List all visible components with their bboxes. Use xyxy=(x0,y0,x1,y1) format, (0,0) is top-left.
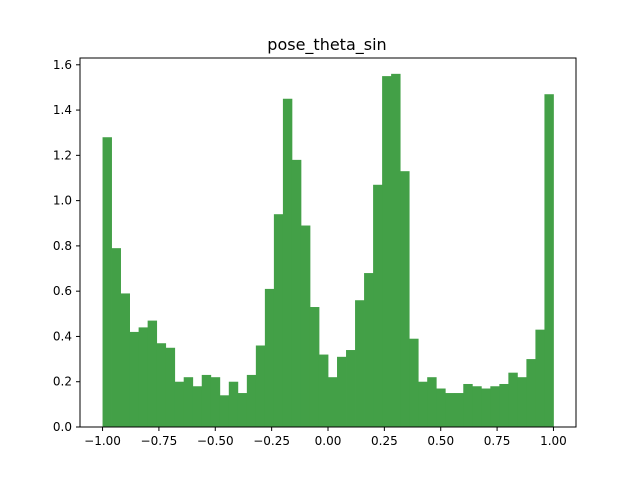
histogram-bar xyxy=(192,386,203,427)
histogram-bar xyxy=(138,327,149,427)
plot-frame xyxy=(79,57,577,428)
histogram-bar xyxy=(201,374,212,427)
histogram-bar xyxy=(400,171,410,427)
histogram-bar xyxy=(373,184,383,427)
histogram-bar xyxy=(463,383,473,427)
x-tick-label: −0.75 xyxy=(141,434,178,448)
histogram-bar xyxy=(364,273,374,427)
histogram-bar xyxy=(129,331,140,427)
x-tick-label: −1.00 xyxy=(84,434,121,448)
x-tick-label: 0.25 xyxy=(371,434,398,448)
histogram-bar xyxy=(481,388,491,427)
x-tick-label: 0.50 xyxy=(427,434,454,448)
histogram-bar xyxy=(346,350,356,427)
histogram-bar xyxy=(291,159,302,428)
histogram-bar xyxy=(337,356,347,427)
histogram-bar xyxy=(210,377,221,427)
histogram-bar xyxy=(264,288,275,427)
histogram-bar xyxy=(318,354,329,427)
histogram-bar xyxy=(418,381,428,427)
histogram-bar xyxy=(102,137,112,427)
histogram-bar xyxy=(535,329,545,427)
histogram-bar xyxy=(454,393,464,427)
histogram-bar xyxy=(427,377,437,427)
histogram-bar xyxy=(246,374,257,427)
histogram-bar xyxy=(445,393,455,427)
y-tick-label: 0.4 xyxy=(53,329,72,343)
y-tick-label: 1.4 xyxy=(53,103,72,117)
histogram-bar xyxy=(165,347,176,427)
histogram-bar xyxy=(219,395,230,427)
histogram-bar xyxy=(382,76,392,428)
histogram-bar xyxy=(255,345,266,427)
histogram-bar xyxy=(544,94,554,427)
histogram-bar xyxy=(174,381,185,427)
x-tick-label: −0.25 xyxy=(253,434,290,448)
x-tick-label: 0.75 xyxy=(484,434,511,448)
histogram-bar xyxy=(436,388,446,427)
histogram-bar xyxy=(273,214,284,427)
histogram-bar xyxy=(228,381,239,427)
x-tick-label: 1.00 xyxy=(540,434,567,448)
histogram-bar xyxy=(147,320,158,427)
y-tick-label: 0.0 xyxy=(53,420,72,434)
x-tick-label: −0.50 xyxy=(197,434,234,448)
y-axis-ticks: 0.0 0.2 0.4 0.6 0.8 1.0 1.2 1.4 1.6 xyxy=(53,58,80,434)
histogram-bar xyxy=(526,359,536,427)
histogram-bar xyxy=(472,386,482,427)
histogram-bar xyxy=(111,248,121,427)
x-tick-label: 0.00 xyxy=(315,434,342,448)
histogram-bar xyxy=(282,98,293,427)
histogram-bar xyxy=(237,393,248,427)
chart-title: pose_theta_sin xyxy=(267,35,386,55)
histogram-bar xyxy=(517,377,527,427)
bars-group xyxy=(102,73,554,428)
histogram-bar xyxy=(120,293,130,427)
y-tick-label: 0.2 xyxy=(53,375,72,389)
y-tick-label: 0.8 xyxy=(53,239,72,253)
histogram-bar xyxy=(508,372,518,427)
histogram-bar xyxy=(409,338,419,427)
histogram-bar xyxy=(156,343,167,427)
histogram-bar xyxy=(300,225,311,427)
y-tick-label: 1.2 xyxy=(53,148,72,162)
y-tick-label: 1.6 xyxy=(53,58,72,72)
y-tick-label: 0.6 xyxy=(53,284,72,298)
x-axis-ticks: −1.00 −0.75 −0.50 −0.25 0.00 0.25 0.50 0.75 1.00 xyxy=(84,427,567,448)
histogram-bar xyxy=(499,383,509,427)
histogram-bar xyxy=(328,377,338,427)
histogram-bar xyxy=(490,386,500,427)
y-tick-label: 1.0 xyxy=(53,194,72,208)
histogram-bar xyxy=(309,307,320,427)
histogram-bar xyxy=(355,300,365,427)
histogram-bar xyxy=(183,377,194,427)
histogram-bar xyxy=(391,73,401,428)
